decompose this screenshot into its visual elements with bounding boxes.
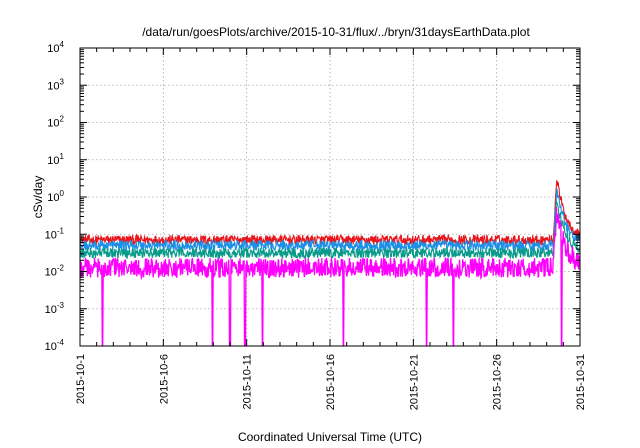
ticks — [79, 47, 581, 347]
x-tick-label: 2015-10-16 — [325, 354, 337, 410]
y-tick-exponent: -1 — [57, 226, 65, 235]
y-tick-base: 10 — [47, 80, 59, 92]
y-tick-label: 10-3 — [45, 301, 65, 316]
y-tick-label: 100 — [47, 189, 64, 204]
y-tick-base: 10 — [45, 229, 57, 241]
chart-title: /data/run/goesPlots/archive/2015-10-31/f… — [142, 25, 530, 39]
y-tick-base: 10 — [47, 155, 59, 167]
series-layer — [79, 180, 581, 347]
y-tick-exponent: -2 — [57, 264, 65, 273]
y-tick-base: 10 — [47, 43, 59, 55]
y-tick-label: 10-4 — [45, 338, 65, 353]
y-tick-label: 10-1 — [45, 226, 65, 241]
y-tick-base: 10 — [47, 192, 59, 204]
x-tick-label: 2015-10-31 — [575, 354, 587, 410]
y-tick-base: 10 — [45, 341, 57, 353]
y-tick-exponent: 1 — [60, 152, 65, 161]
y-tick-base: 10 — [45, 304, 57, 316]
y-tick-exponent: 2 — [60, 115, 65, 124]
y-tick-exponent: -3 — [57, 301, 65, 310]
x-tick-labels: 2015-10-1 2015-10-6 2015-10-11 2015-10-16 20… — [75, 354, 587, 410]
y-tick-exponent: -4 — [57, 338, 65, 347]
grid — [80, 48, 580, 346]
y-tick-label: 103 — [47, 77, 64, 92]
y-tick-exponent: 4 — [60, 40, 65, 49]
y-tick-base: 10 — [45, 267, 57, 279]
y-tick-label: 10-2 — [45, 264, 65, 279]
x-tick-label: 2015-10-1 — [75, 354, 87, 404]
y-tick-label: 102 — [47, 115, 64, 130]
y-tick-exponent: 3 — [60, 77, 65, 86]
y-tick-base: 10 — [47, 118, 59, 130]
y-tick-label: 104 — [47, 40, 64, 55]
y-tick-exponent: 0 — [60, 189, 65, 198]
y-axis-label: cSv/day — [31, 176, 45, 219]
series-line-4 — [79, 206, 581, 347]
x-tick-label: 2015-10-11 — [242, 354, 254, 409]
x-tick-label: 2015-10-21 — [408, 354, 420, 410]
series-line-3 — [79, 199, 581, 260]
x-tick-label: 2015-10-6 — [158, 354, 170, 404]
x-axis-label: Coordinated Universal Time (UTC) — [238, 430, 422, 444]
x-tick-label: 2015-10-26 — [492, 354, 504, 410]
y-tick-label: 101 — [47, 152, 64, 167]
series-line-1 — [79, 180, 581, 247]
